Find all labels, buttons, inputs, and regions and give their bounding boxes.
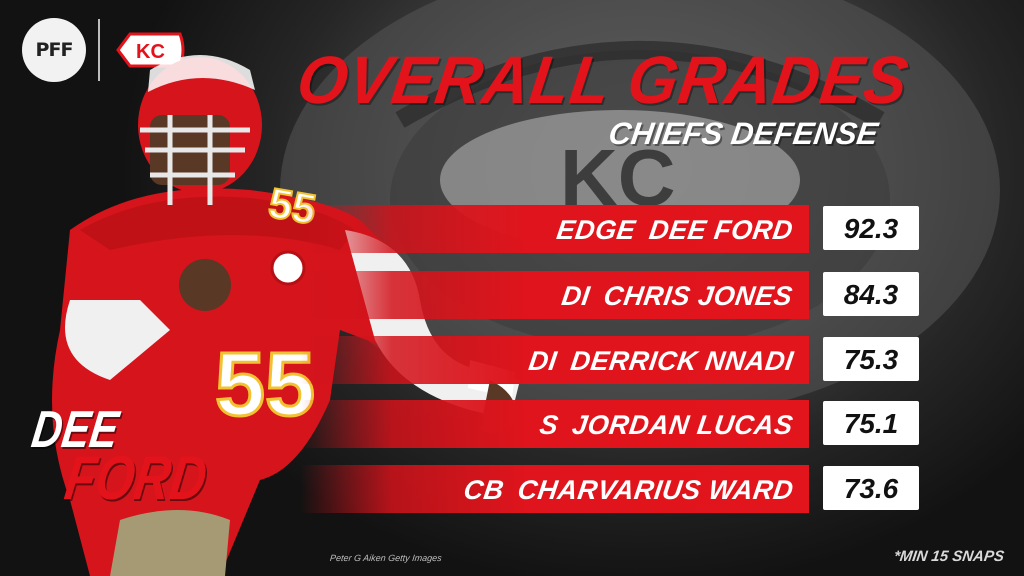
grade-bar-label: S JORDAN LUCAS xyxy=(537,400,797,448)
player-name: DEE FORD xyxy=(647,215,795,245)
grade-bar: CB CHARVARIUS WARD xyxy=(300,465,809,513)
player-name: DERRICK NNADI xyxy=(568,346,795,376)
grade-value: 75.3 xyxy=(823,337,919,381)
jersey-number: 55 xyxy=(215,335,315,435)
player-position: S xyxy=(537,410,561,440)
player-position: CB xyxy=(461,475,506,505)
grade-value: 84.3 xyxy=(823,272,919,316)
pff-logo-text: PFF xyxy=(35,39,74,61)
grade-value: 73.6 xyxy=(823,466,919,510)
player-position: DI xyxy=(526,346,559,376)
logo-row: PFF KC xyxy=(22,18,188,82)
grade-value: 92.3 xyxy=(823,206,919,250)
player-position: DI xyxy=(560,281,593,311)
player-name: JORDAN LUCAS xyxy=(570,410,795,440)
logo-divider xyxy=(98,19,100,81)
page-subtitle: CHIEFS DEFENSE xyxy=(606,116,881,151)
grade-bar: S JORDAN LUCAS xyxy=(300,400,809,448)
footnote: *MIN 15 SNAPS xyxy=(892,548,1006,565)
grade-bar: DI CHRIS JONES xyxy=(300,271,809,319)
grade-bar: EDGE DEE FORD xyxy=(300,205,809,253)
kc-chiefs-logo: KC xyxy=(116,32,185,68)
grade-bar-label: DI DERRICK NNADI xyxy=(525,336,796,384)
pff-logo: PFF xyxy=(22,18,86,82)
page-title: OVERALL GRADES xyxy=(292,42,914,118)
kc-logo-text: KC xyxy=(136,41,165,63)
player-position: EDGE xyxy=(554,215,638,245)
grade-bar-label: DI CHRIS JONES xyxy=(559,271,796,319)
grade-bar: DI DERRICK NNADI xyxy=(300,336,809,384)
grade-value: 75.1 xyxy=(823,401,919,445)
featured-player-last-name: FORD xyxy=(60,444,212,513)
photo-credit: Peter G Aiken Getty Images xyxy=(329,553,443,563)
player-name: CHRIS JONES xyxy=(602,281,795,311)
grade-bar-label: EDGE DEE FORD xyxy=(554,205,797,253)
grade-bar-label: CB CHARVARIUS WARD xyxy=(460,465,796,513)
player-name: CHARVARIUS WARD xyxy=(515,475,795,505)
